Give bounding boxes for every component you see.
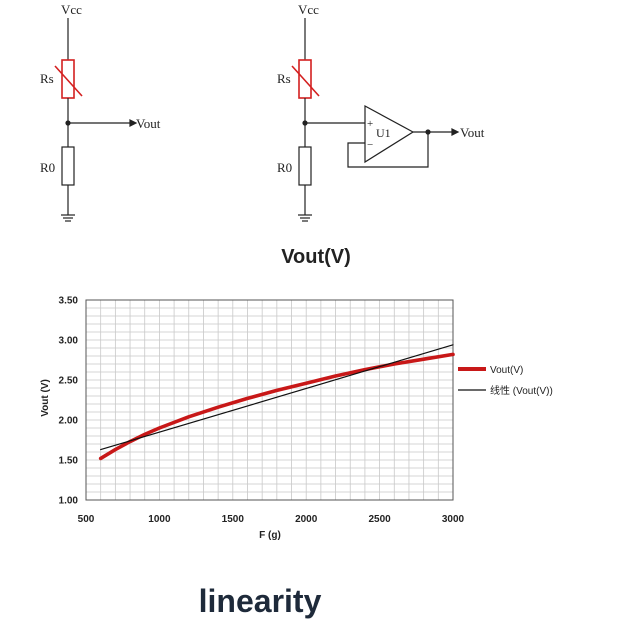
rs-variable-arrow [291,65,320,97]
x-tick-label: 500 [78,514,95,525]
right-r0-label: R0 [277,160,292,175]
legend-label-linear: 线性 (Vout(V)) [490,384,553,397]
circuit-voltage-divider [54,18,138,222]
circuit-voltage-follower [291,18,460,222]
series-line-linear-trend [100,344,454,451]
y-tick-label: 2.00 [59,416,79,427]
feedback-wire [347,132,429,168]
chart-plot: 1.00 1.50 2.00 2.50 3.00 3.50 500 1000 1500 2000… [59,296,465,526]
chart-title: Vout(V) [281,246,351,268]
plot-border [85,299,454,501]
caption-linearity: linearity [199,583,322,619]
r0-resistor [61,146,75,186]
vout-arrowhead [129,119,138,127]
vout-arrowhead [451,128,460,136]
opamp-minus-label: − [367,139,373,151]
y-tick-label: 2.50 [59,376,79,387]
x-tick-labels: 500 1000 1500 2000 2500 3000 [78,514,465,525]
y-tick-label: 1.00 [59,496,79,507]
x-tick-label: 2000 [295,514,318,525]
r0-resistor [298,146,312,186]
y-tick-label: 3.50 [59,296,79,307]
chart-legend: Vout(V) 线性 (Vout(V)) [458,365,553,397]
y-tick-label: 1.50 [59,456,79,467]
y-axis-label: Vout (V) [40,379,51,417]
left-vcc-label: Vcc [61,2,82,17]
rs-resistor [61,59,75,99]
right-rs-label: Rs [277,71,291,86]
opamp-u1 [364,104,415,164]
y-tick-label: 3.00 [59,336,79,347]
rs-variable-arrow [54,65,83,97]
chart-series [98,344,455,461]
x-axis-label: F (g) [259,530,281,541]
y-tick-labels: 1.00 1.50 2.00 2.50 3.00 3.50 [59,296,79,507]
x-tick-label: 2500 [368,514,391,525]
x-tick-label: 1000 [148,514,171,525]
left-vout-label: Vout [136,116,161,131]
vout-node [65,120,71,126]
legend-label-vout: Vout(V) [490,365,523,376]
chart-gridlines [86,300,453,500]
right-vout-label: Vout [460,125,485,140]
left-r0-label: R0 [40,160,55,175]
opamp-label: U1 [376,126,391,140]
right-vcc-label: Vcc [298,2,319,17]
opamp-plus-label: + [367,118,373,130]
x-tick-label: 3000 [442,514,465,525]
left-rs-label: Rs [40,71,54,86]
x-tick-label: 1500 [222,514,245,525]
rs-resistor [298,59,312,99]
